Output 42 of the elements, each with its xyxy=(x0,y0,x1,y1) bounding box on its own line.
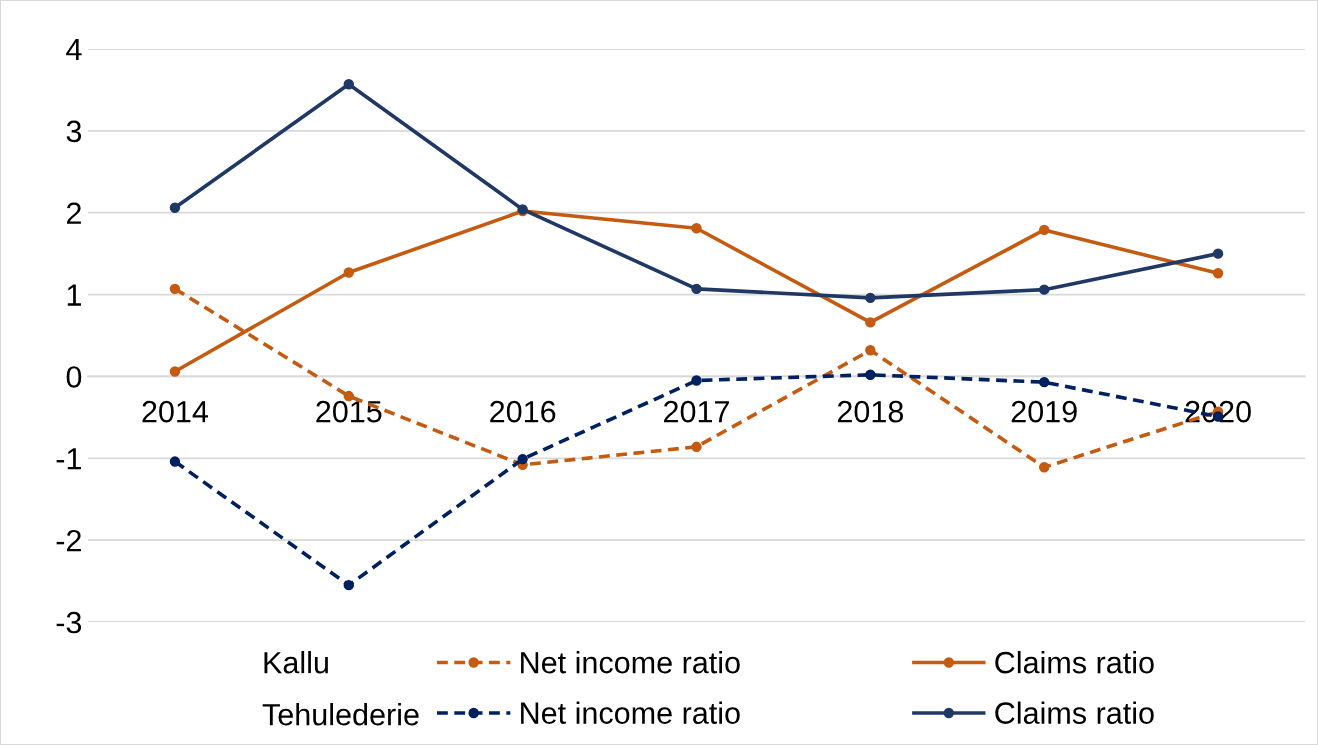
legend-label: Claims ratio xyxy=(995,651,1154,674)
y-tick-label: -1 xyxy=(56,448,81,470)
text: Kallu xyxy=(264,651,328,674)
point xyxy=(865,317,876,328)
point xyxy=(1039,224,1050,236)
x-tick-label: 2016 xyxy=(490,400,556,423)
legend-label: Claims ratio xyxy=(995,701,1154,724)
x-tick-label: 2019 xyxy=(1011,400,1077,423)
point xyxy=(169,202,181,214)
y-tick-label: 4 xyxy=(66,39,82,61)
point xyxy=(169,366,181,377)
y-tick-label: -3 xyxy=(56,611,82,634)
x-tick-label: 2015 xyxy=(316,400,382,423)
point xyxy=(691,223,702,234)
point xyxy=(1039,284,1050,295)
x-tick-label: 2017 xyxy=(664,400,729,423)
legend-label: Net income ratio xyxy=(521,701,740,724)
point xyxy=(343,78,354,90)
legend-label: Net income ratio xyxy=(521,651,740,674)
point xyxy=(865,369,876,381)
point xyxy=(1212,248,1224,259)
point xyxy=(691,441,702,453)
text: Tehulederie xyxy=(262,703,419,726)
x-tick-label: 2014 xyxy=(142,400,209,423)
point xyxy=(1039,376,1050,388)
y-tick-label: 2 xyxy=(66,202,81,224)
point xyxy=(691,375,702,386)
point xyxy=(1212,268,1224,279)
y-tick-label: 3 xyxy=(66,120,82,143)
y-tick-label: 0 xyxy=(66,366,82,388)
y-tick-label: -2 xyxy=(56,529,81,552)
point xyxy=(865,345,876,356)
point xyxy=(169,283,181,295)
point xyxy=(343,267,354,278)
y-tick-label: 1 xyxy=(67,284,81,306)
point xyxy=(1039,462,1050,473)
point xyxy=(865,292,876,304)
point xyxy=(517,453,528,465)
x-tick-label: 2018 xyxy=(837,400,904,423)
point xyxy=(691,283,702,295)
point xyxy=(343,579,354,591)
point xyxy=(169,456,181,467)
